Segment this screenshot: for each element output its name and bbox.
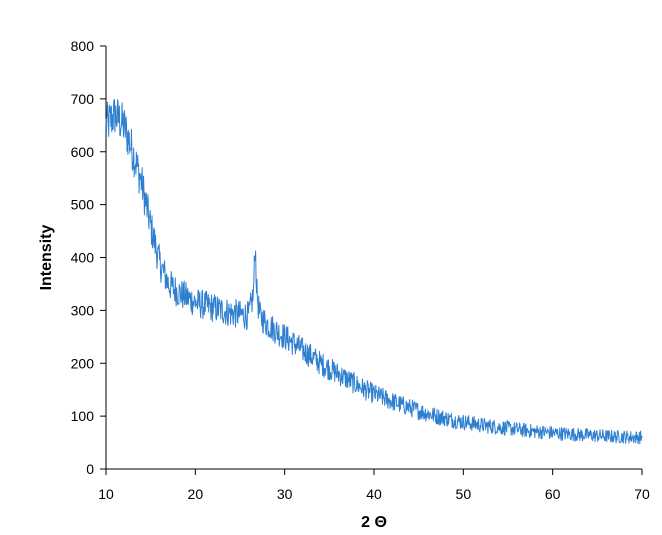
x-tick-label: 40	[366, 486, 382, 502]
x-axis-title: 2 Θ	[361, 514, 387, 531]
y-axis-ticks: 0 100 200 300 400 500 600 700 800	[71, 38, 106, 477]
y-tick-label: 400	[71, 250, 95, 266]
y-tick-label: 300	[71, 302, 95, 318]
series-group	[105, 99, 643, 445]
y-tick-label: 500	[71, 197, 95, 213]
y-axis-title: Intensity	[38, 225, 55, 291]
x-axis-ticks: 10 20 30 40 50 60 70	[98, 469, 650, 502]
y-tick-label: 700	[71, 91, 95, 107]
series-line-0	[105, 99, 643, 445]
x-tick-label: 70	[634, 486, 650, 502]
y-tick-label: 0	[86, 461, 94, 477]
y-tick-label: 800	[71, 38, 95, 54]
x-tick-label: 20	[188, 486, 204, 502]
x-tick-label: 30	[277, 486, 293, 502]
x-tick-label: 60	[545, 486, 561, 502]
y-tick-label: 600	[71, 144, 95, 160]
y-tick-label: 100	[71, 408, 95, 424]
y-tick-label: 200	[71, 355, 95, 371]
x-tick-label: 50	[456, 486, 472, 502]
x-tick-label: 10	[98, 486, 114, 502]
